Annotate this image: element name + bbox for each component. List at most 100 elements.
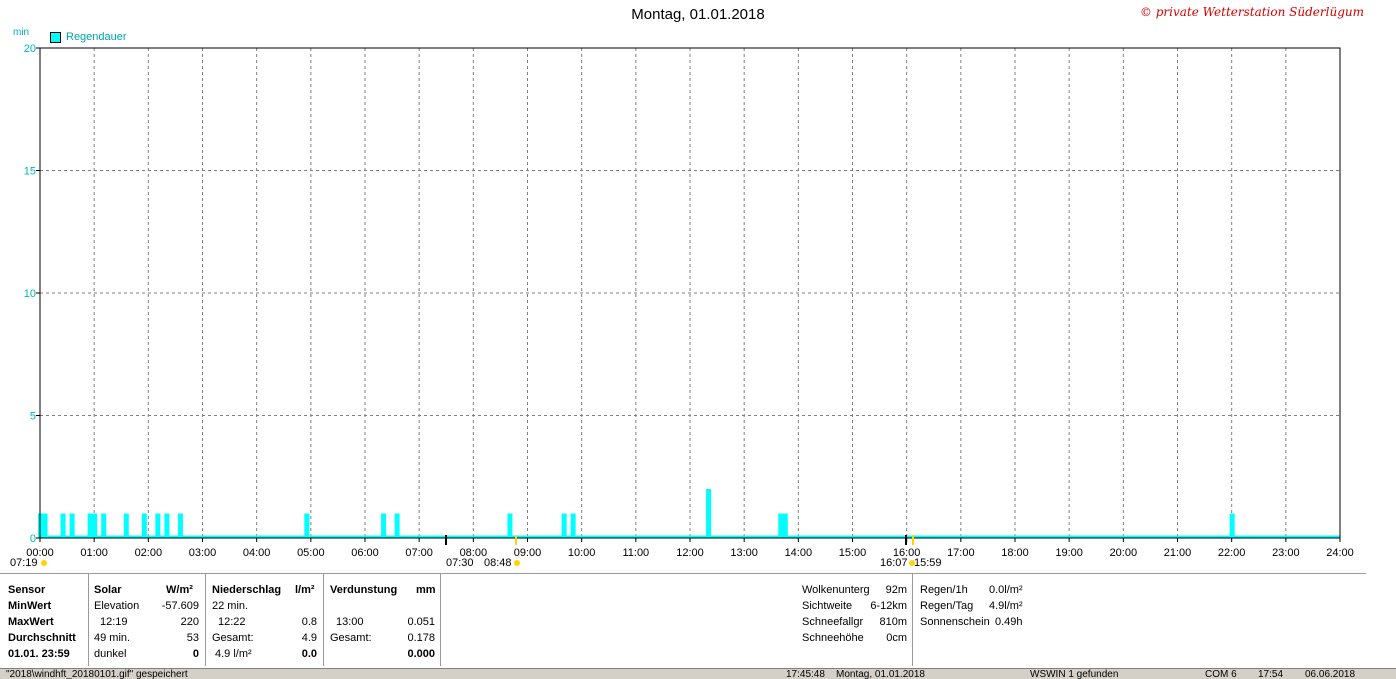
solar-max-label: 12:19 <box>100 616 128 628</box>
marker-sunset-time: 16:07 <box>880 557 908 569</box>
y-tick-label: 10 <box>24 288 36 300</box>
rain-bar <box>507 513 513 538</box>
sunup-dot <box>514 560 520 566</box>
rain-day-value: 4.9l/m² <box>989 600 1023 612</box>
marker-dusk-time: 15:59 <box>914 557 942 569</box>
chart-legend: Regendauer <box>50 31 127 43</box>
rain-bar <box>101 513 107 538</box>
rain-bar <box>706 489 712 538</box>
col-divider <box>205 574 206 666</box>
status-bar: "2018\windhft_20180101.gif" gespeichert … <box>0 668 1396 679</box>
col-divider <box>440 574 441 666</box>
x-tick-label: 24:00 <box>1326 547 1354 559</box>
legend-swatch <box>50 31 61 43</box>
x-tick-label: 23:00 <box>1272 547 1300 559</box>
evap-now-value: 0.000 <box>407 648 435 660</box>
x-tick-label: 07:00 <box>405 547 433 559</box>
cloud-base-value: 92m <box>885 584 907 596</box>
y-axis-unit: min <box>13 27 30 38</box>
precip-min-label: 22 min. <box>212 600 249 612</box>
rain-bar <box>570 513 576 538</box>
precip-now-value: 0.0 <box>301 648 317 660</box>
snow-depth-label: Schneehöhe <box>802 632 864 644</box>
x-tick-label: 06:00 <box>351 547 379 559</box>
rain-bar <box>69 513 75 538</box>
x-tick-label: 19:00 <box>1055 547 1083 559</box>
precip-total-label: Gesamt: <box>212 632 254 644</box>
solar-min-value: -57.609 <box>161 600 199 612</box>
x-tick-label: 08:00 <box>460 547 488 559</box>
rain-day-label: Regen/Tag <box>920 600 974 612</box>
evap-total-value: 0.178 <box>407 632 435 644</box>
sensor-row-min: MinWert <box>8 600 52 612</box>
chart-tick-labels: 00:00 01:00 02:00 03:00 04:00 05:00 06:00 07:00… <box>24 43 1354 559</box>
x-tick-label: 14:00 <box>785 547 813 559</box>
status-today: 06.06.2018 <box>1305 669 1356 679</box>
status-device: WSWIN 1 gefunden <box>1030 669 1119 679</box>
cloud-base-label: Wolkenunterg <box>802 584 870 596</box>
rain-1h-value: 0.0l/m² <box>989 584 1023 596</box>
chart-title: Montag, 01.01.2018 <box>631 6 765 23</box>
rain-bar <box>155 513 161 538</box>
x-tick-label: 09:00 <box>514 547 542 559</box>
x-tick-label: 17:00 <box>947 547 975 559</box>
status-message: "2018\windhft_20180101.gif" gespeichert <box>6 669 188 679</box>
evap-header: Verdunstung <box>330 584 398 596</box>
marker-sunrise-time: 07:19 <box>10 557 38 569</box>
rain-bar <box>381 513 387 538</box>
sunshine-label: Sonnenschein <box>920 616 990 628</box>
precip-total-value: 4.9 <box>301 632 317 644</box>
rain-bar <box>304 513 310 538</box>
rain-1h-label: Regen/1h <box>920 584 968 596</box>
rain-bar <box>561 513 567 538</box>
rain-bar <box>87 513 93 538</box>
sunrise-dot <box>41 560 47 566</box>
rain-bar <box>60 513 66 538</box>
rain-bar <box>141 513 147 538</box>
col-divider <box>912 574 913 666</box>
x-tick-label: 13:00 <box>730 547 758 559</box>
x-tick-label: 18:00 <box>1001 547 1029 559</box>
rain-bar <box>782 513 788 538</box>
status-clock: 17:54 <box>1258 669 1284 679</box>
precip-max-label: 12:22 <box>218 616 246 628</box>
x-tick-label: 02:00 <box>135 547 163 559</box>
solar-now-value: 0 <box>192 648 199 660</box>
x-tick-label: 16:00 <box>893 547 921 559</box>
precip-now-label: 4.9 l/m² <box>215 648 252 660</box>
rain-bar <box>164 513 170 538</box>
y-tick-label: 15 <box>24 166 36 178</box>
rain-bar <box>177 513 183 538</box>
sensor-row-date: 01.01. 23:59 <box>8 648 70 660</box>
rain-bar <box>42 513 48 538</box>
solar-header: Solar <box>94 584 122 596</box>
visibility-value: 6-12km <box>870 600 907 612</box>
x-tick-label: 05:00 <box>297 547 325 559</box>
snow-depth-value: 0cm <box>886 632 907 644</box>
status-date: Montag, 01.01.2018 <box>836 669 925 679</box>
x-tick-label: 04:00 <box>243 547 271 559</box>
evap-max-label: 13:00 <box>336 616 364 628</box>
precip-header: Niederschlag <box>212 584 282 596</box>
solar-avg-value: 53 <box>186 632 199 644</box>
copyright-text: © private Wetterstation Süderlügum <box>1139 5 1364 19</box>
solar-max-value: 220 <box>180 616 199 628</box>
plot-frame <box>39 47 1341 539</box>
evap-total-label: Gesamt: <box>330 632 372 644</box>
x-tick-label: 00:00 <box>26 547 54 559</box>
sensor-header: Sensor <box>8 584 46 596</box>
chart-markers <box>41 535 915 566</box>
precip-unit: l/m² <box>295 584 315 596</box>
sunset-dot <box>909 560 915 566</box>
snowfall-limit-label: Schneefallgr <box>802 616 864 628</box>
solar-unit: W/m² <box>166 584 193 596</box>
y-tick-label: 20 <box>24 43 36 55</box>
rain-bar <box>778 513 784 538</box>
col-divider <box>88 574 89 666</box>
marker-sunup-time: 08:48 <box>484 557 512 569</box>
solar-min-label: Elevation <box>94 600 140 612</box>
y-tick-label: 5 <box>30 411 36 423</box>
visibility-label: Sichtweite <box>802 600 853 612</box>
sensor-row-avg: Durchschnitt <box>8 632 76 644</box>
status-save-time: 17:45:48 <box>786 669 825 679</box>
